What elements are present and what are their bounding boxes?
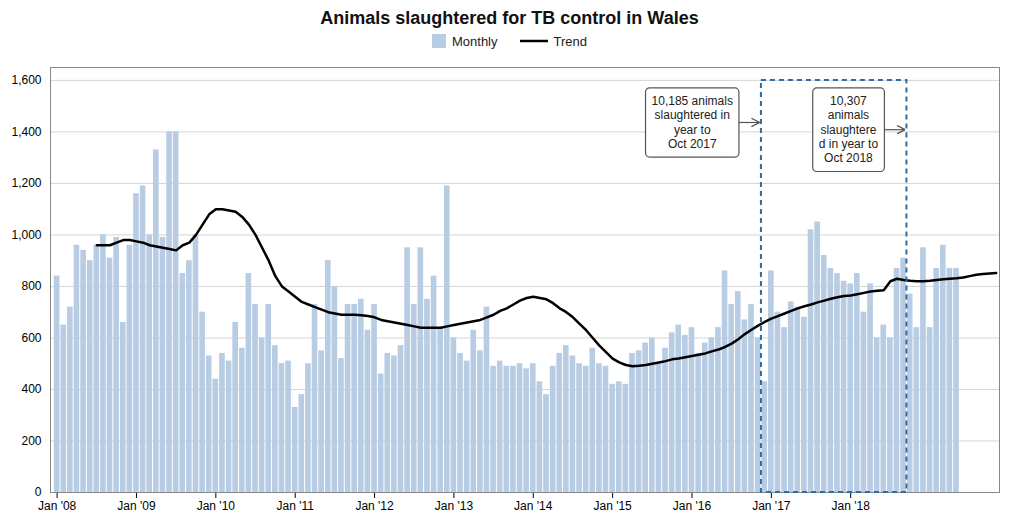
svg-text:Jan '14: Jan '14 [514,499,553,513]
svg-text:1,000: 1,000 [11,228,41,242]
html-text:Animals slaughtered for TB con: Animals slaughtered for TB control in Wa… [320,8,699,28]
svg-text:Jan '12: Jan '12 [355,499,394,513]
svg-text:Jan '10: Jan '10 [197,499,236,513]
svg-text:Jan '15: Jan '15 [593,499,632,513]
svg-text:Jan '18: Jan '18 [832,499,871,513]
svg-text:1,600: 1,600 [11,73,41,87]
svg-text:1,200: 1,200 [11,176,41,190]
svg-text:0: 0 [35,485,42,499]
svg-text:600: 600 [21,331,41,345]
svg-text:Jan '16: Jan '16 [673,499,712,513]
html-text:Monthly: Monthly [452,33,498,49]
svg-text:10,307animalsslaughtered in ye: 10,307animalsslaughtered in year toOct 2… [819,94,879,166]
html-text:Trend: Trend [553,33,587,49]
svg-text:Jan '11: Jan '11 [276,499,314,513]
svg-text:Jan '09: Jan '09 [117,499,156,513]
svg-text:Jan '13: Jan '13 [435,499,474,513]
svg-text:200: 200 [21,434,41,448]
svg-text:10,185 animalsslaughtered inye: 10,185 animalsslaughtered inyear toOct 2… [652,94,733,151]
svg-text:400: 400 [21,382,41,396]
svg-text:Jan '08: Jan '08 [38,499,77,513]
svg-text:Jan '17: Jan '17 [752,499,791,513]
svg-text:1,400: 1,400 [11,125,41,139]
svg-text:800: 800 [21,279,41,293]
